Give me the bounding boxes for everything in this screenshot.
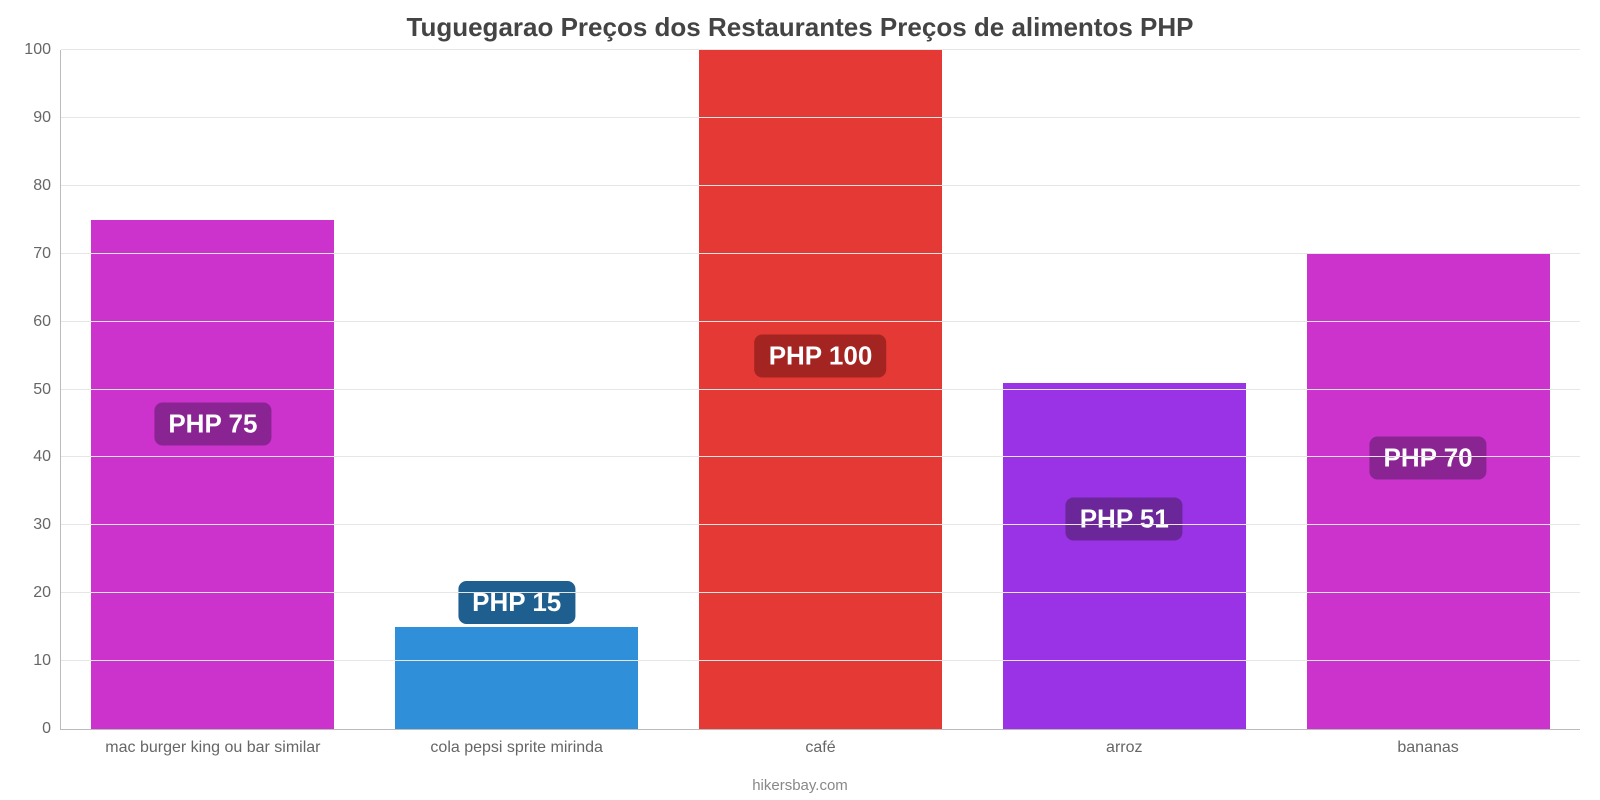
value-label: PHP 75: [154, 402, 271, 445]
bar-slot: PHP 70bananas: [1276, 50, 1580, 729]
value-label: PHP 70: [1370, 436, 1487, 479]
ytick-label: 50: [33, 381, 61, 399]
ytick-label: 10: [33, 652, 61, 670]
gridline: [61, 456, 1580, 457]
price-bar-chart: Tuguegarao Preços dos Restaurantes Preço…: [0, 0, 1600, 800]
ytick-label: 40: [33, 448, 61, 466]
bars-container: PHP 75mac burger king ou bar similarPHP …: [61, 50, 1580, 729]
ytick-label: 80: [33, 177, 61, 195]
gridline: [61, 592, 1580, 593]
bar-slot: PHP 15cola pepsi sprite mirinda: [365, 50, 669, 729]
ytick-label: 30: [33, 516, 61, 534]
gridline: [61, 321, 1580, 322]
bar: PHP 15: [395, 627, 638, 729]
chart-footer: hikersbay.com: [0, 777, 1600, 794]
bar: PHP 51: [1003, 383, 1246, 729]
bar-slot: PHP 100café: [669, 50, 973, 729]
ytick-label: 70: [33, 245, 61, 263]
bar: PHP 70: [1307, 254, 1550, 729]
xtick-label: cola pepsi sprite mirinda: [430, 729, 603, 757]
value-label: PHP 15: [458, 581, 575, 624]
chart-title: Tuguegarao Preços dos Restaurantes Preço…: [0, 12, 1600, 43]
ytick-label: 0: [42, 720, 61, 738]
bar-slot: PHP 51arroz: [972, 50, 1276, 729]
value-label: PHP 100: [755, 335, 887, 378]
ytick-label: 90: [33, 109, 61, 127]
gridline: [61, 49, 1580, 50]
gridline: [61, 117, 1580, 118]
gridline: [61, 660, 1580, 661]
bar: PHP 100: [699, 50, 942, 729]
gridline: [61, 253, 1580, 254]
xtick-label: arroz: [1106, 729, 1142, 757]
value-label: PHP 51: [1066, 497, 1183, 540]
xtick-label: mac burger king ou bar similar: [105, 729, 320, 757]
xtick-label: bananas: [1397, 729, 1458, 757]
bar: PHP 75: [91, 220, 334, 729]
bar-slot: PHP 75mac burger king ou bar similar: [61, 50, 365, 729]
ytick-label: 60: [33, 313, 61, 331]
ytick-label: 100: [24, 41, 61, 59]
ytick-label: 20: [33, 584, 61, 602]
gridline: [61, 185, 1580, 186]
xtick-label: café: [805, 729, 835, 757]
plot-area: PHP 75mac burger king ou bar similarPHP …: [60, 50, 1580, 730]
gridline: [61, 389, 1580, 390]
gridline: [61, 524, 1580, 525]
